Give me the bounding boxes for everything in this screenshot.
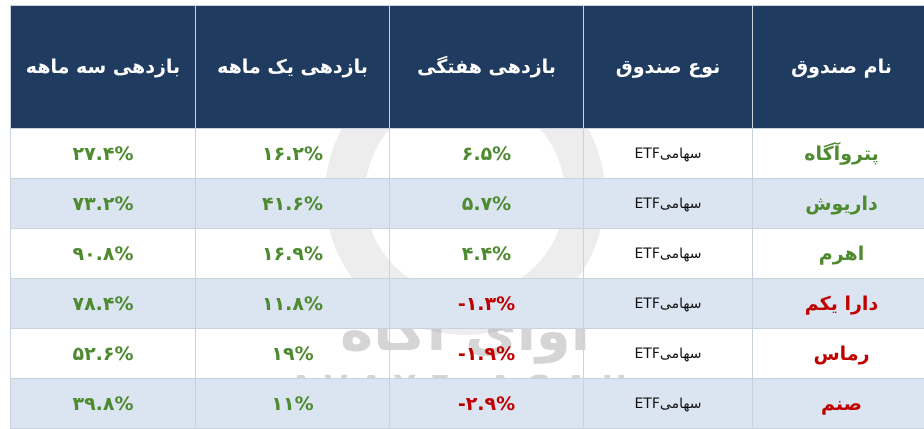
return-cell: ۱۶.۹%: [195, 228, 390, 279]
fund-name: رماس: [752, 328, 924, 379]
return-cell: ۱۱.۸%: [195, 278, 390, 329]
return-cell: -۲.۹%: [389, 378, 584, 429]
return-cell: ۱۹%: [195, 328, 390, 379]
return-cell: -۱.۹%: [389, 328, 584, 379]
return-cell: ۴.۴%: [389, 228, 584, 279]
table-row: پتروآگاه سهامیETF ۶.۵% ۱۶.۲% ۲۷.۴%: [10, 128, 924, 179]
column-header: بازدهی هفتگی: [389, 5, 584, 129]
return-cell: ۹۰.۸%: [10, 228, 196, 279]
fund-name: صنم: [752, 378, 924, 429]
table-row: داریوش سهامیETF ۵.۷% ۴۱.۶% ۷۳.۲%: [10, 178, 924, 229]
table-row: صنم سهامیETF -۲.۹% ۱۱% ۳۹.۸%: [10, 378, 924, 429]
fund-table: نام صندوق نوع صندوق بازدهی هفتگی بازدهی یک …: [10, 5, 924, 429]
table-body: پتروآگاه سهامیETF ۶.۵% ۱۶.۲% ۲۷.۴% داریوش سهام…: [10, 128, 924, 429]
column-header: نام صندوق: [752, 5, 924, 129]
return-cell: ۷۳.۲%: [10, 178, 196, 229]
fund-name: دارا یکم: [752, 278, 924, 329]
column-header: بازدهی سه ماهه: [10, 5, 196, 129]
return-cell: ۱۱%: [195, 378, 390, 429]
header-row: نام صندوق نوع صندوق بازدهی هفتگی بازدهی یک …: [10, 5, 924, 129]
fund-name: اهرم: [752, 228, 924, 279]
fund-type: سهامیETF: [583, 178, 753, 229]
return-cell: ۳۹.۸%: [10, 378, 196, 429]
return-cell: ۵۲.۶%: [10, 328, 196, 379]
column-header: بازدهی یک ماهه: [195, 5, 390, 129]
table-row: دارا یکم سهامیETF -۱.۳% ۱۱.۸% ۷۸.۴%: [10, 278, 924, 329]
return-cell: ۵.۷%: [389, 178, 584, 229]
return-cell: ۶.۵%: [389, 128, 584, 179]
table-row: اهرم سهامیETF ۴.۴% ۱۶.۹% ۹۰.۸%: [10, 228, 924, 279]
fund-name: پتروآگاه: [752, 128, 924, 179]
return-cell: ۲۷.۴%: [10, 128, 196, 179]
return-cell: ۷۸.۴%: [10, 278, 196, 329]
return-cell: -۱.۳%: [389, 278, 584, 329]
table-row: رماس سهامیETF -۱.۹% ۱۹% ۵۲.۶%: [10, 328, 924, 379]
fund-type: سهامیETF: [583, 278, 753, 329]
fund-type: سهامیETF: [583, 328, 753, 379]
return-cell: ۴۱.۶%: [195, 178, 390, 229]
return-cell: ۱۶.۲%: [195, 128, 390, 179]
fund-name: داریوش: [752, 178, 924, 229]
fund-type: سهامیETF: [583, 228, 753, 279]
fund-type: سهامیETF: [583, 378, 753, 429]
fund-type: سهامیETF: [583, 128, 753, 179]
column-header: نوع صندوق: [583, 5, 753, 129]
